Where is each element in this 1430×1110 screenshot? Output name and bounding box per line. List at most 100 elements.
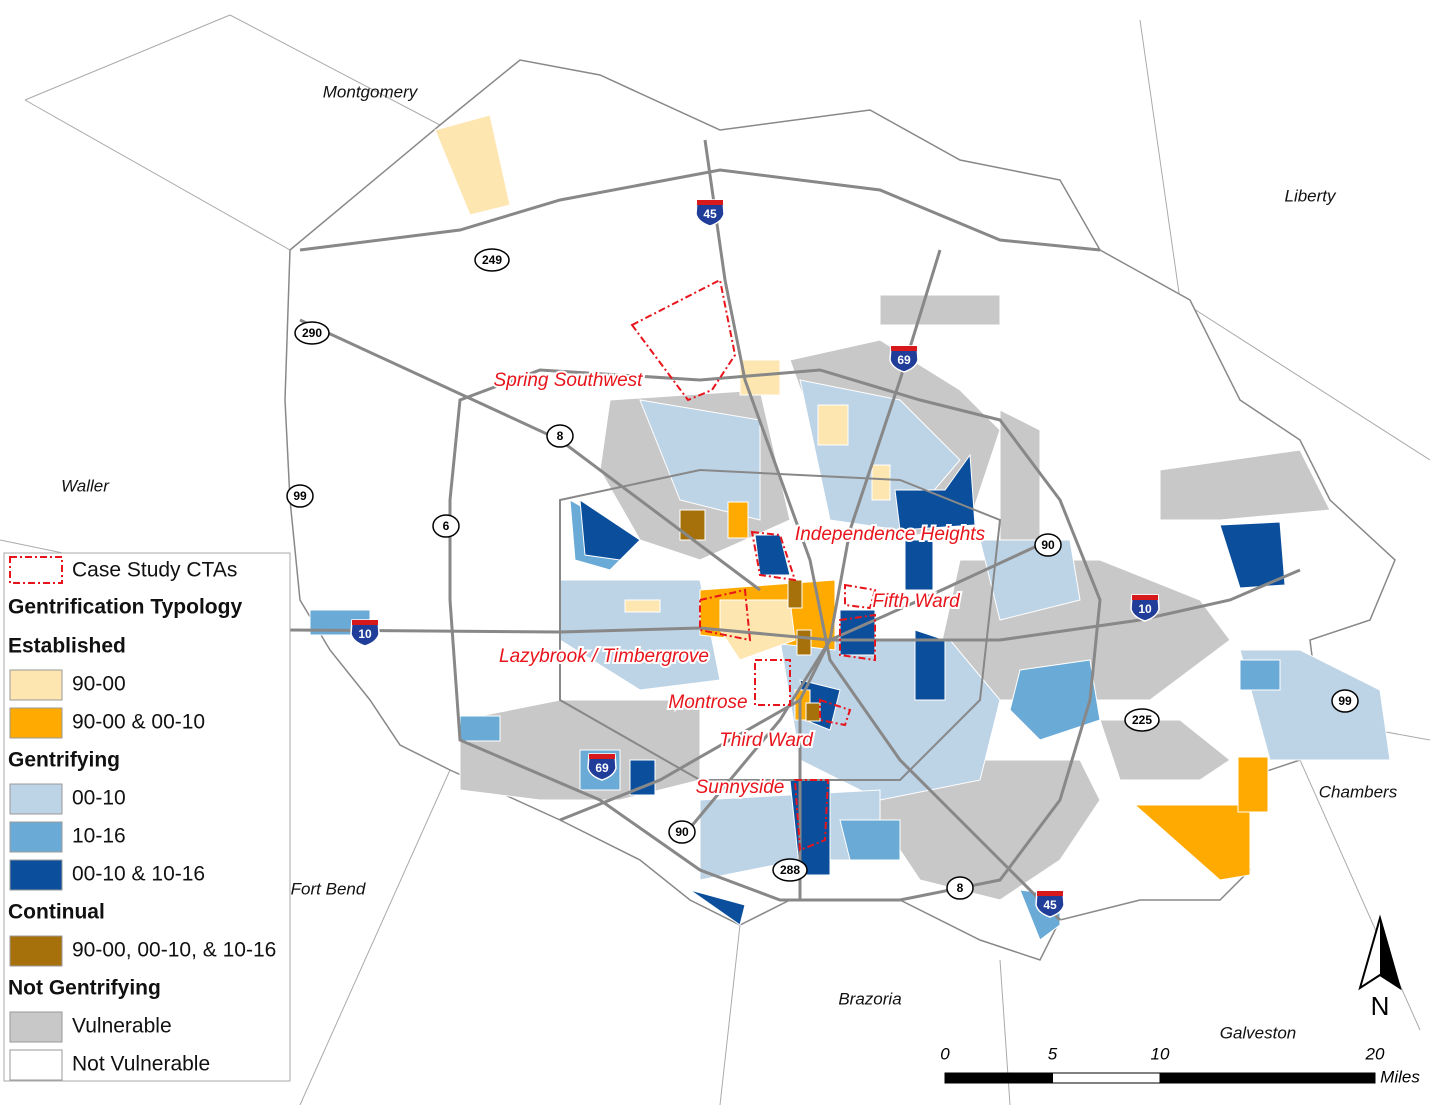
scale-label: 20 xyxy=(1365,1044,1385,1063)
legend-frame xyxy=(3,552,291,1082)
roads xyxy=(289,139,1301,922)
highway-shield: 69 xyxy=(587,753,617,781)
interstate-shield xyxy=(1130,594,1160,622)
case-study-label: Sunnyside xyxy=(696,777,785,798)
county-label: Brazoria xyxy=(838,989,901,1008)
legend: Case Study CTAs Gentrification Typology Es… xyxy=(3,552,291,1082)
legend-heading: Gentrifying xyxy=(8,749,120,772)
labels: Montgomery Liberty Waller Chambers Fort Bend… xyxy=(61,82,1398,1042)
scale-segment xyxy=(1159,1072,1376,1084)
legend-heading: Not Gentrifying xyxy=(8,977,161,1000)
highway-label: 99 xyxy=(293,489,307,503)
county-label: Chambers xyxy=(1319,782,1398,801)
county-label: Galveston xyxy=(1220,1023,1297,1042)
legend-label: Not Vulnerable xyxy=(72,1053,210,1076)
scale-label: 0 xyxy=(940,1044,950,1063)
route-shield xyxy=(668,820,696,844)
highway-label: 8 xyxy=(957,881,964,895)
legend-label: 00-10 xyxy=(72,787,126,810)
legend-label: 90-00 xyxy=(72,673,126,696)
legend-label: 90-00 & 00-10 xyxy=(72,711,205,734)
highway-shield: 90 xyxy=(668,820,696,844)
interstate-shield xyxy=(1035,890,1065,918)
legend-swatch xyxy=(9,821,63,853)
route-shield xyxy=(1034,533,1062,557)
legend-swatch xyxy=(9,1049,63,1081)
highway-shield: 10 xyxy=(1130,594,1160,622)
highway-shield: 249 xyxy=(474,248,510,272)
scale-label: 10 xyxy=(1151,1044,1170,1063)
highway-label: 288 xyxy=(780,863,800,877)
legend-title: Gentrification Typology xyxy=(8,596,242,619)
legend-label: Case Study CTAs xyxy=(72,559,237,582)
legend-label: 10-16 xyxy=(72,825,126,848)
north-arrow: N xyxy=(1358,914,1402,1021)
north-label: N xyxy=(1371,991,1390,1021)
interstate-band xyxy=(1132,595,1158,600)
scale-label: 5 xyxy=(1048,1044,1058,1063)
scale-bar: 0 5 10 20 Miles xyxy=(940,1044,1420,1086)
highway-shield: 290 xyxy=(294,321,330,345)
highway-label: 90 xyxy=(1041,538,1055,552)
legend-label: 90-00, 00-10, & 10-16 xyxy=(72,939,276,962)
highway-label: 69 xyxy=(595,761,609,775)
highway-shield: 45 xyxy=(1035,890,1065,918)
interstate-shield xyxy=(587,753,617,781)
legend-swatch xyxy=(9,935,63,967)
county-label: Liberty xyxy=(1284,186,1337,205)
legend-swatch xyxy=(9,669,63,701)
highway-label: 225 xyxy=(1132,713,1152,727)
case-study-label: Fifth Ward xyxy=(872,591,961,612)
interstate-shield xyxy=(695,199,725,227)
highway-label: 45 xyxy=(703,207,717,221)
highway-shield: 8 xyxy=(946,876,974,900)
legend-label: Vulnerable xyxy=(72,1015,172,1038)
case-study-label: Independence Heights xyxy=(795,524,986,545)
highway-shield: 99 xyxy=(1331,689,1359,713)
interstate-band xyxy=(697,200,723,205)
case-study-swatch xyxy=(9,556,63,584)
highway-label: 249 xyxy=(482,253,502,267)
route-shield xyxy=(432,514,460,538)
highway-label: 290 xyxy=(302,326,322,340)
interstate-shield xyxy=(350,619,380,647)
highway-shield: 10 xyxy=(350,619,380,647)
interstate-band xyxy=(589,754,615,759)
legend-label: 00-10 & 10-16 xyxy=(72,863,205,886)
interstate-band xyxy=(891,346,917,351)
interstate-shield xyxy=(889,345,919,373)
legend-heading: Continual xyxy=(8,901,105,924)
route-shield xyxy=(1124,708,1160,732)
highway-label: 99 xyxy=(1338,694,1352,708)
route-shield xyxy=(946,876,974,900)
highway-shield: 8 xyxy=(546,424,574,448)
legend-swatch xyxy=(9,783,63,815)
highway-shield: 6 xyxy=(432,514,460,538)
case-study-label: Spring Southwest xyxy=(494,370,644,391)
route-shield xyxy=(474,248,510,272)
case-study-label: Third Ward xyxy=(719,730,814,751)
highway-shield: 225 xyxy=(1124,708,1160,732)
highway-shield: 45 xyxy=(695,199,725,227)
case-study-label: Montrose xyxy=(668,692,747,713)
highway-label: 90 xyxy=(675,825,689,839)
highway-shield: 90 xyxy=(1034,533,1062,557)
highway-label: 6 xyxy=(443,519,450,533)
highway-shield: 288 xyxy=(772,858,808,882)
route-shield xyxy=(294,321,330,345)
case-study-label: Lazybrook / Timbergrove xyxy=(499,646,709,667)
legend-swatch xyxy=(9,1011,63,1043)
route-shield xyxy=(1331,689,1359,713)
legend-swatch xyxy=(9,707,63,739)
legend-swatch xyxy=(9,859,63,891)
highway-label: 10 xyxy=(358,627,372,641)
interstate-band xyxy=(352,620,378,625)
county-label: Montgomery xyxy=(323,82,419,101)
interstate-band xyxy=(1037,891,1063,896)
highway-label: 69 xyxy=(897,353,911,367)
highway-shield: 69 xyxy=(889,345,919,373)
route-shield xyxy=(772,858,808,882)
scale-segment xyxy=(944,1072,1053,1084)
route-shield xyxy=(286,484,314,508)
